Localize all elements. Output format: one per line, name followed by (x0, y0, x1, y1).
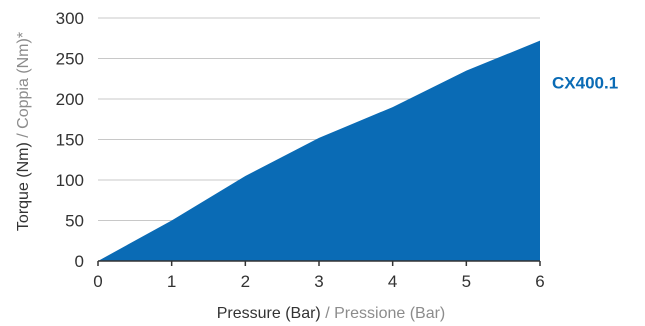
x-tick-label-0: 0 (93, 272, 102, 291)
y-axis-title-separator: / (15, 129, 32, 142)
x-tick-label-3: 3 (314, 272, 323, 291)
series-area-cx400-1 (98, 40, 540, 262)
x-tick-label-4: 4 (388, 272, 397, 291)
series-label-cx400-1: CX400.1 (552, 74, 618, 93)
x-tick-label-2: 2 (241, 272, 250, 291)
y-tick-label-250: 250 (56, 50, 84, 69)
x-tick-labels: 0 1 2 3 4 5 6 (93, 261, 545, 291)
x-axis-title-separator: / (321, 305, 334, 322)
y-tick-label-50: 50 (65, 212, 84, 231)
x-axis-title: Pressure (Bar) / Pressione (Bar) (217, 305, 446, 322)
y-tick-labels: 0 50 100 150 200 250 300 (56, 9, 84, 271)
y-axis-title-alt: Coppia (Nm)* (15, 32, 32, 129)
x-tick-label-5: 5 (462, 272, 471, 291)
x-tick-label-6: 6 (535, 272, 544, 291)
y-axis-title-main: Torque (Nm) (15, 142, 32, 231)
y-tick-label-300: 300 (56, 9, 84, 28)
y-tick-label-100: 100 (56, 171, 84, 190)
x-axis-title-alt: Pressione (Bar) (334, 305, 445, 322)
y-tick-label-0: 0 (75, 252, 84, 271)
y-axis-title: Torque (Nm) / Coppia (Nm)* (15, 32, 32, 231)
x-axis-title-main: Pressure (Bar) (217, 305, 321, 322)
y-tick-label-150: 150 (56, 131, 84, 150)
y-tick-label-200: 200 (56, 90, 84, 109)
x-tick-label-1: 1 (167, 272, 176, 291)
